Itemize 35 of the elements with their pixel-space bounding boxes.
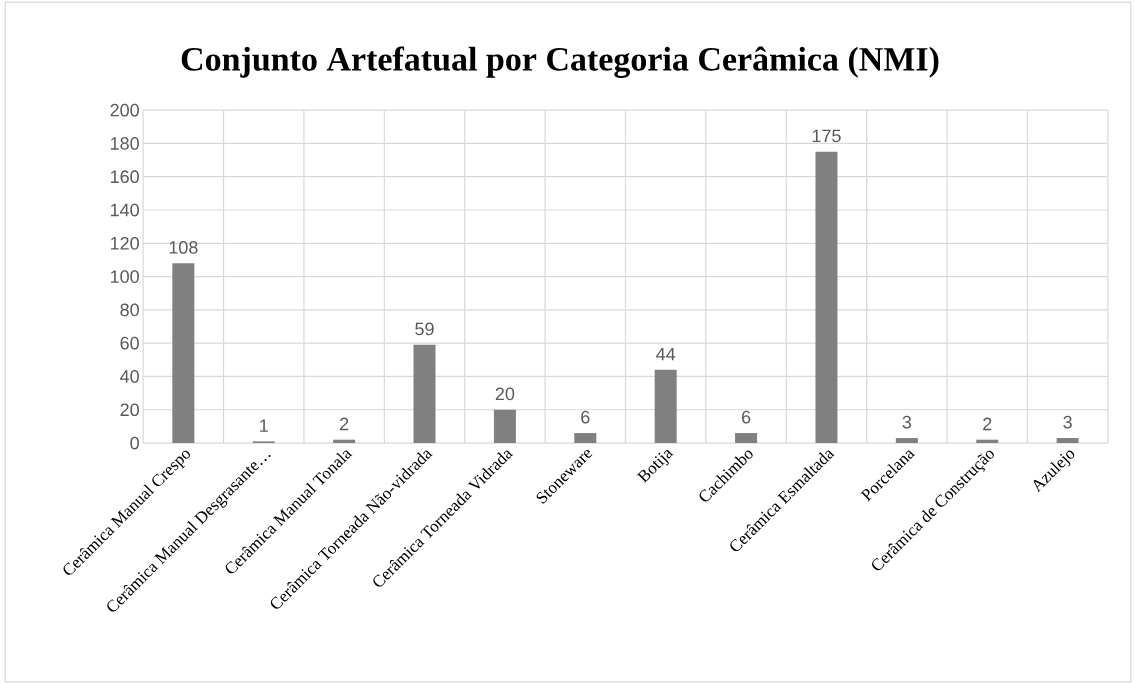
bar	[654, 369, 677, 443]
y-tick-label: 180	[110, 137, 139, 150]
data-label: 20	[495, 387, 515, 401]
bar	[493, 409, 516, 443]
data-label: 59	[415, 322, 434, 336]
bar	[895, 437, 918, 443]
bar	[1056, 437, 1079, 443]
y-tick-label: 80	[120, 303, 139, 317]
data-label: 108	[169, 240, 198, 254]
data-label: 2	[340, 417, 349, 431]
y-tick-label: 20	[120, 403, 139, 417]
y-tick-label: 200	[110, 103, 139, 117]
y-tick-label: 120	[110, 236, 139, 250]
y-tick-label: 60	[120, 336, 139, 350]
data-label: 3	[902, 415, 912, 429]
bar	[413, 344, 436, 443]
y-tick-label: 40	[120, 370, 139, 383]
y-tick-label: 0	[130, 436, 139, 450]
chart-title: Conjunto Artefatual por Categoria Cerâmica (NMI)	[181, 46, 939, 78]
data-label: 175	[812, 129, 841, 143]
data-label: 6	[741, 410, 751, 424]
bar	[976, 439, 999, 443]
data-label: 2	[983, 417, 992, 431]
y-tick-label: 140	[110, 203, 139, 217]
bar	[735, 432, 758, 443]
data-label: 3	[1063, 415, 1072, 429]
data-label: 44	[656, 347, 676, 361]
bar	[574, 432, 597, 443]
y-tick-label: 160	[110, 170, 139, 184]
bar	[172, 263, 195, 443]
bar	[815, 151, 838, 443]
data-label: 1	[260, 419, 268, 432]
data-label: 6	[581, 410, 590, 424]
y-tick-label: 100	[110, 270, 139, 283]
bar	[333, 439, 356, 443]
